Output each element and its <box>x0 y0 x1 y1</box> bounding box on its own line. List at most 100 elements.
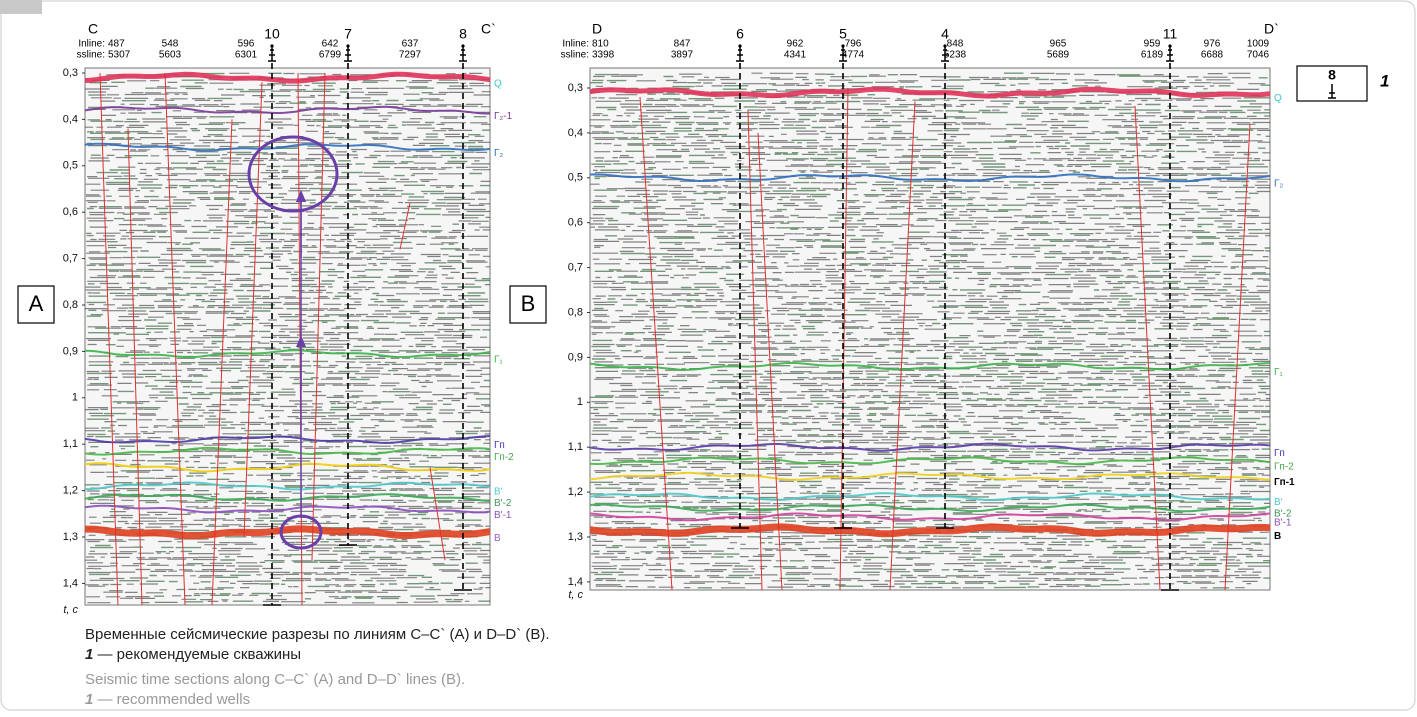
inline-number: 548 <box>162 39 179 50</box>
horizon-line <box>84 71 491 84</box>
horizon-line <box>84 349 491 359</box>
row-label: Inline: <box>78 39 105 50</box>
inline-number: 596 <box>238 39 255 50</box>
y-tick-label: 1,1 <box>568 441 583 453</box>
ssline-number: 4341 <box>784 50 807 61</box>
anomaly-outline <box>247 135 339 213</box>
y-tick-label: 1,4 <box>63 577 78 589</box>
horizon-label: Г₁ <box>1274 367 1283 378</box>
inline-number: 976 <box>1204 39 1221 50</box>
y-tick-label: 1,3 <box>63 531 78 543</box>
y-tick-label: 1,4 <box>568 576 583 588</box>
horizon-label: Г₂ <box>494 148 503 159</box>
ssline-number: 5307 <box>108 50 131 61</box>
inline-number: 848 <box>947 39 964 50</box>
inline-number: 959 <box>1144 39 1161 50</box>
row-label: Inline: <box>562 39 589 50</box>
ssline-number: 6799 <box>319 50 342 61</box>
inline-number: 962 <box>787 39 804 50</box>
horizon-label: Г₂-1 <box>494 111 513 122</box>
inline-number: 642 <box>322 39 339 50</box>
well-number: 5 <box>839 26 847 42</box>
y-tick-label: 1,3 <box>568 531 583 543</box>
y-tick-label: 1 <box>577 396 583 408</box>
ssline-number: 5689 <box>1047 50 1070 61</box>
horizon-label: В'-2 <box>1274 508 1292 519</box>
caption-ru: Временные сейсмические разрезы по линиям… <box>85 626 550 643</box>
y-tick-label: 0,8 <box>63 299 78 311</box>
caption-text: — recommended wells <box>93 691 250 708</box>
y-tick-label: 1,2 <box>63 485 78 497</box>
horizon-line <box>589 86 1271 99</box>
seismic-texture <box>85 72 490 603</box>
fault-line <box>1224 123 1251 591</box>
y-tick-label: 1 <box>72 392 78 404</box>
row-label: ssline: <box>77 50 105 61</box>
y-tick-label: 0,3 <box>568 82 583 94</box>
fault-line <box>99 72 119 606</box>
well-number: 7 <box>344 26 352 42</box>
seismic-panel: Q Г₂ Г₁ Гп Гп-2 Гп-1 В'В'-2В'-1 В 0,3 0,4 0,5 0,6 0,… <box>509 21 1295 601</box>
horizon-label: В' <box>1274 497 1283 508</box>
panel-label: B <box>521 291 536 316</box>
y-tick-label: 0,5 <box>568 172 583 184</box>
well-icon <box>268 45 276 62</box>
horizon-label: Гп <box>1274 448 1285 459</box>
ssline-number: 3897 <box>671 50 694 61</box>
corner-tab <box>0 0 42 14</box>
annotation <box>247 135 339 550</box>
legend-well-icon <box>1328 84 1336 99</box>
caption-text: — рекомендуемые скважины <box>93 646 301 663</box>
horizon-label: В <box>1274 531 1281 542</box>
panel-label: A <box>29 291 44 316</box>
fault-line <box>1134 105 1161 591</box>
horizon-line <box>589 442 1271 452</box>
fault-line <box>243 82 263 538</box>
ssline-number: 6688 <box>1201 50 1224 61</box>
inline-number: 965 <box>1050 39 1067 50</box>
y-tick-label: 0,7 <box>568 262 583 274</box>
y-tick-label: 0,6 <box>63 206 78 218</box>
fault-line <box>757 132 783 591</box>
well-icon <box>459 45 467 62</box>
caption-number: 1 <box>85 646 93 663</box>
horizon-label: В'-1 <box>1274 517 1292 528</box>
horizon-label: Q <box>494 78 502 89</box>
horizon-label: В' <box>494 487 503 498</box>
horizon-line <box>589 471 1271 481</box>
inline-number: 1009 <box>1247 39 1270 50</box>
horizon-label: Гп-2 <box>494 452 514 463</box>
well-number: 10 <box>264 26 280 42</box>
well-number: 4 <box>941 26 949 42</box>
ssline-number: 7297 <box>399 50 422 61</box>
seismic-texture <box>590 72 1270 589</box>
legend-number: 1 <box>1380 71 1389 90</box>
caption-number: 1 <box>85 691 93 708</box>
well-number: 11 <box>1163 26 1178 42</box>
line-start-label: C <box>88 21 98 37</box>
y-tick-label: 1,2 <box>568 486 583 498</box>
horizon-line <box>84 446 491 456</box>
horizon-line <box>84 435 491 444</box>
well-icon <box>1166 45 1174 62</box>
horizon-label: Гп-1 <box>1274 477 1295 488</box>
y-tick-label: 0,3 <box>63 67 78 79</box>
well-icon <box>344 45 352 62</box>
line-end-label: C` <box>481 21 496 37</box>
y-tick-label: 0,7 <box>63 253 78 265</box>
y-tick-label: 0,8 <box>568 306 583 318</box>
well-icon <box>346 44 350 48</box>
fault-line <box>639 96 673 591</box>
fault-line <box>127 128 143 606</box>
y-tick-label: 0,4 <box>568 127 583 139</box>
fault-line <box>399 202 411 250</box>
horizon-line <box>84 105 491 115</box>
arrow-head <box>296 335 306 347</box>
inline-number: 810 <box>592 39 609 50</box>
horizon-line <box>589 503 1271 513</box>
well-icon <box>270 44 274 48</box>
horizon-line <box>589 492 1271 502</box>
axis-label: t, с <box>568 589 583 601</box>
y-tick-label: 0,9 <box>63 345 78 357</box>
